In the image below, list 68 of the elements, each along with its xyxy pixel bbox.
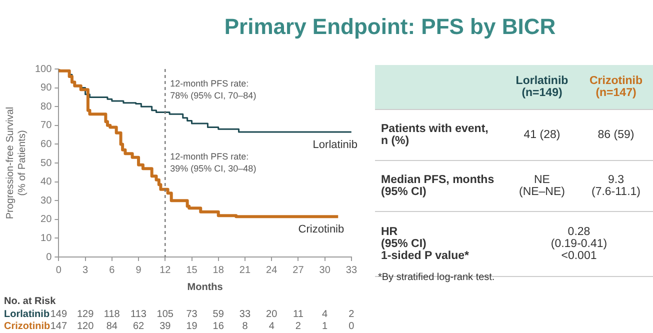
- y-tick-label: 0: [46, 252, 52, 263]
- y-tick-label: 90: [40, 82, 52, 94]
- chart-title: Primary Endpoint: PFS by BICR: [223, 14, 557, 40]
- text: 149: [50, 309, 68, 320]
- text: 39: [160, 321, 171, 332]
- x-tick-label: 27: [292, 264, 304, 276]
- x-tick-label: 6: [109, 264, 116, 276]
- series-label: Crizotinib: [298, 224, 344, 236]
- text: 73: [186, 309, 198, 320]
- text: 129: [76, 309, 94, 320]
- text: 0.28 (0.19-0.41) <0.001: [550, 226, 608, 262]
- category-label: Crizotinib: [4, 321, 50, 332]
- x-tick-label: 33: [346, 264, 358, 276]
- x-tick-label: 15: [186, 264, 198, 276]
- annotation: 12-month PFS rate: 78% (95% CI, 70–84): [170, 78, 256, 100]
- text: 86 (59): [598, 129, 634, 141]
- x-tick-label: 24: [266, 264, 278, 276]
- category-label: Patients with event, n (%): [381, 123, 488, 147]
- text: 8: [242, 321, 248, 332]
- text: 59: [212, 309, 224, 320]
- text: 4: [268, 321, 274, 332]
- text: 120: [76, 321, 94, 332]
- text: 147: [50, 321, 68, 332]
- text: 19: [186, 321, 198, 332]
- x-tick-label: 30: [319, 264, 331, 276]
- y-axis-title: Progression-free Survival (% of Patients): [4, 106, 28, 220]
- text: 1: [322, 321, 328, 332]
- y-tick-label: 40: [40, 176, 52, 188]
- x-tick-label: 18: [212, 264, 224, 276]
- y-tick-label: 50: [40, 158, 52, 169]
- y-tick-label: 10: [40, 232, 52, 244]
- category-label: Lorlatinib (n=149): [505, 65, 579, 110]
- text: 2: [295, 321, 301, 332]
- series-label: Lorlatinib: [312, 138, 358, 151]
- x-tick-label: 12: [160, 264, 172, 276]
- text: 2: [348, 309, 354, 320]
- text: 105: [156, 309, 174, 320]
- y-tick-label: 60: [40, 138, 52, 150]
- text: 41 (28): [524, 129, 560, 141]
- text: 33: [239, 309, 251, 320]
- text: 62: [132, 321, 144, 332]
- category-label: HR (95% CI) 1-sided P value*: [381, 226, 469, 262]
- text: 113: [130, 309, 146, 320]
- text: 84: [106, 321, 118, 332]
- x-tick-label: 0: [56, 264, 62, 276]
- category-label: Median PFS, months (95% CI): [381, 174, 494, 198]
- y-tick-label: 20: [40, 214, 52, 226]
- text: 20: [266, 309, 278, 320]
- x-axis-title: Months: [187, 282, 224, 293]
- text: 9.3 (7.6-11.1): [591, 174, 640, 198]
- y-tick-label: 30: [40, 195, 52, 206]
- y-tick-label: 80: [40, 101, 52, 112]
- text: *By stratified log-rank test.: [378, 272, 495, 283]
- text: NE (NE–NE): [518, 174, 565, 198]
- text: 11: [293, 309, 304, 320]
- text: 4: [322, 309, 328, 320]
- y-tick-label: 70: [40, 120, 52, 132]
- x-tick-label: 9: [136, 264, 142, 276]
- text: No. at Risk: [4, 296, 56, 307]
- x-tick-label: 3: [82, 264, 89, 276]
- text: 118: [104, 309, 120, 320]
- text: 0: [348, 321, 354, 332]
- x-tick-label: 21: [239, 264, 251, 276]
- category-label: Lorlatinib: [4, 309, 50, 320]
- annotation: 12-month PFS rate: 39% (95% CI, 30–48): [170, 152, 256, 174]
- category-label: Crizotinib (n=147): [579, 65, 653, 110]
- text: 16: [212, 321, 224, 332]
- y-tick-label: 100: [34, 64, 52, 75]
